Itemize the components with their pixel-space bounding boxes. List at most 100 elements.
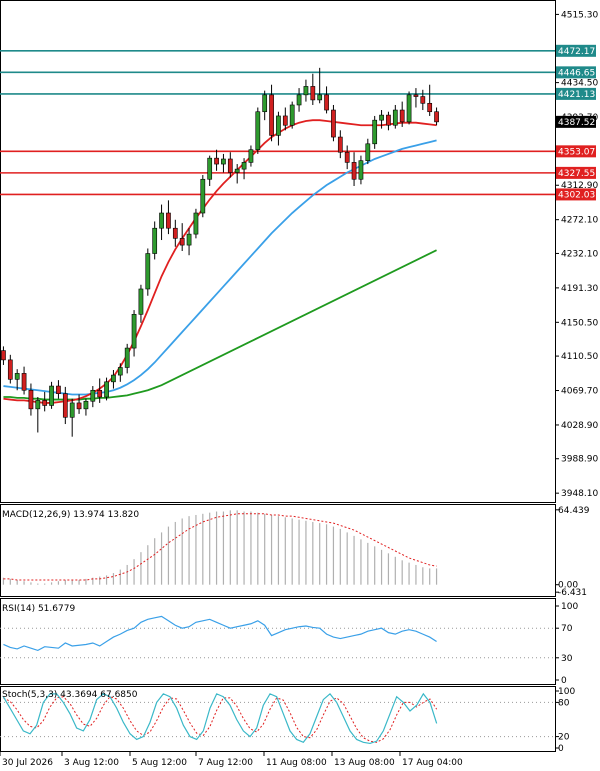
stoch-tick-label: 20 <box>558 733 570 743</box>
candle-body <box>62 393 68 418</box>
level-badge-label: 4446.65 <box>558 68 595 78</box>
candle-body <box>289 104 295 126</box>
price-tick-label: 4515.30 <box>561 10 598 20</box>
level-badge <box>556 188 596 201</box>
price-tick-label: 4028.90 <box>561 421 598 431</box>
level-badge <box>556 145 596 158</box>
candle-body <box>331 109 336 138</box>
candle-body <box>159 212 164 229</box>
candle-body <box>358 160 364 180</box>
candle-body <box>399 109 405 123</box>
candle-body <box>379 114 384 121</box>
rsi-tick-label: 70 <box>561 624 573 634</box>
candle-body <box>248 149 254 163</box>
time-tick-label: 11 Aug 08:00 <box>266 758 327 768</box>
candle-body <box>255 111 261 151</box>
candle-body <box>124 347 130 368</box>
candle-body <box>296 94 302 106</box>
stoch-tick-label: 0 <box>558 744 564 754</box>
price-tick-label: 3948.10 <box>561 489 598 499</box>
time-tick-label: 30 Jul 2026 <box>2 758 53 768</box>
candle-body <box>1 350 6 361</box>
candle-body <box>282 115 288 126</box>
candle-body <box>138 288 144 315</box>
ma-red-line <box>3 119 437 404</box>
candle-body <box>372 119 378 145</box>
candle-body <box>241 162 247 170</box>
candle-body <box>104 381 109 398</box>
candle-body <box>434 111 439 123</box>
price-axis: 4515.304434.504393.704312.904272.104232.… <box>555 10 598 499</box>
candle-body <box>166 212 171 229</box>
candle-body <box>420 96 426 104</box>
stoch-panel <box>0 686 556 752</box>
candle-body <box>83 400 89 410</box>
candle-body <box>152 227 158 254</box>
price-tick-label: 3988.90 <box>561 455 598 465</box>
candle-body <box>7 359 13 380</box>
current-price-badge <box>556 115 596 128</box>
time-tick-label: 17 Aug 04:00 <box>402 758 463 768</box>
level-badge <box>556 44 596 57</box>
candle-body <box>276 115 281 136</box>
candle-body <box>324 94 329 111</box>
macd-signal-line <box>3 513 437 581</box>
price-tick-label: 4069.70 <box>561 387 598 397</box>
current-price-label: 4387.52 <box>558 118 595 128</box>
price-panel <box>0 0 556 503</box>
candle-body <box>351 162 357 180</box>
stoch-label: Stoch(5,3,3) 43.3694 67.6850 <box>2 690 138 700</box>
price-tick-label: 4312.90 <box>561 181 598 191</box>
candle-body <box>172 227 178 239</box>
candle-body <box>193 212 199 235</box>
candle-body <box>227 158 233 173</box>
macd-label: MACD(12,26,9) 13.974 13.820 <box>2 510 139 520</box>
rsi-line <box>3 615 437 652</box>
level-badge <box>556 166 596 179</box>
rsi-tick-label: 100 <box>561 602 578 612</box>
candle-body <box>234 168 240 173</box>
level-badge-label: 4327.55 <box>558 169 595 179</box>
candle-body <box>365 143 371 161</box>
level-badge-label: 4472.17 <box>558 47 595 57</box>
price-tick-label: 4232.10 <box>561 249 598 259</box>
price-tick-label: 4434.50 <box>561 79 598 89</box>
candle-body <box>76 402 82 410</box>
candle-body <box>186 233 192 246</box>
stoch-k-line <box>2 692 438 745</box>
candle-body <box>207 157 213 180</box>
macd-tick-label: 0.00 <box>558 581 578 591</box>
level-badge-label: 4353.07 <box>558 147 595 157</box>
candle-body <box>14 373 20 380</box>
candle-body <box>221 158 226 165</box>
macd-plot: 64.439 0.00-6.431 <box>2 506 590 598</box>
candle-body <box>90 389 96 402</box>
price-tick-label: 4272.10 <box>561 216 598 226</box>
candle-body <box>111 374 116 383</box>
candle-body <box>262 94 268 113</box>
candle-body <box>214 157 219 165</box>
candle-body <box>317 94 323 101</box>
level-badge-label: 4302.03 <box>558 190 595 200</box>
candle-body <box>386 114 391 126</box>
price-tick-label: 4110.50 <box>561 352 598 362</box>
candle-body <box>337 136 343 153</box>
level-badge <box>556 66 596 79</box>
stoch-d-line <box>3 696 438 743</box>
candle-body <box>310 86 316 101</box>
macd-tick-label: 64.439 <box>558 506 590 516</box>
candle-body <box>303 86 309 96</box>
level-badge-label: 4421.13 <box>558 90 595 100</box>
candle-body <box>145 253 151 290</box>
candle-body <box>269 94 274 136</box>
stoch-tick-label: 80 <box>558 698 570 708</box>
candle-body <box>97 389 103 398</box>
candle-body <box>28 389 34 410</box>
candle-body <box>413 94 419 97</box>
candle-body <box>69 402 75 418</box>
candle-body <box>49 385 54 406</box>
candle-body <box>344 151 350 163</box>
time-tick-label: 3 Aug 12:00 <box>64 758 119 768</box>
